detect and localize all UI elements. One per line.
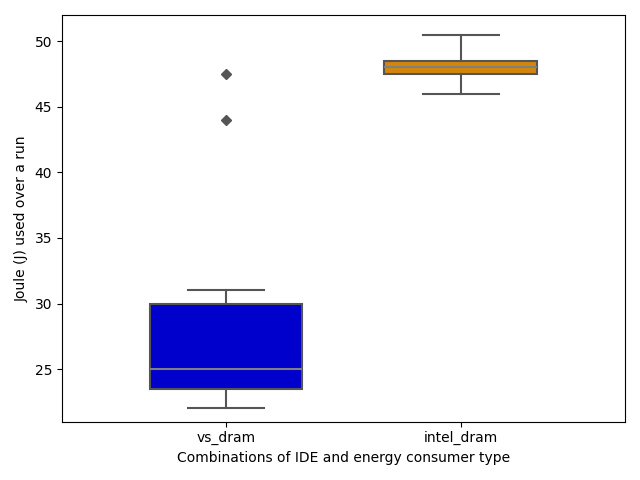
PathPatch shape	[385, 61, 537, 74]
Y-axis label: Joule (J) used over a run: Joule (J) used over a run	[15, 135, 29, 301]
X-axis label: Combinations of IDE and energy consumer type: Combinations of IDE and energy consumer …	[177, 451, 510, 465]
PathPatch shape	[150, 303, 302, 389]
